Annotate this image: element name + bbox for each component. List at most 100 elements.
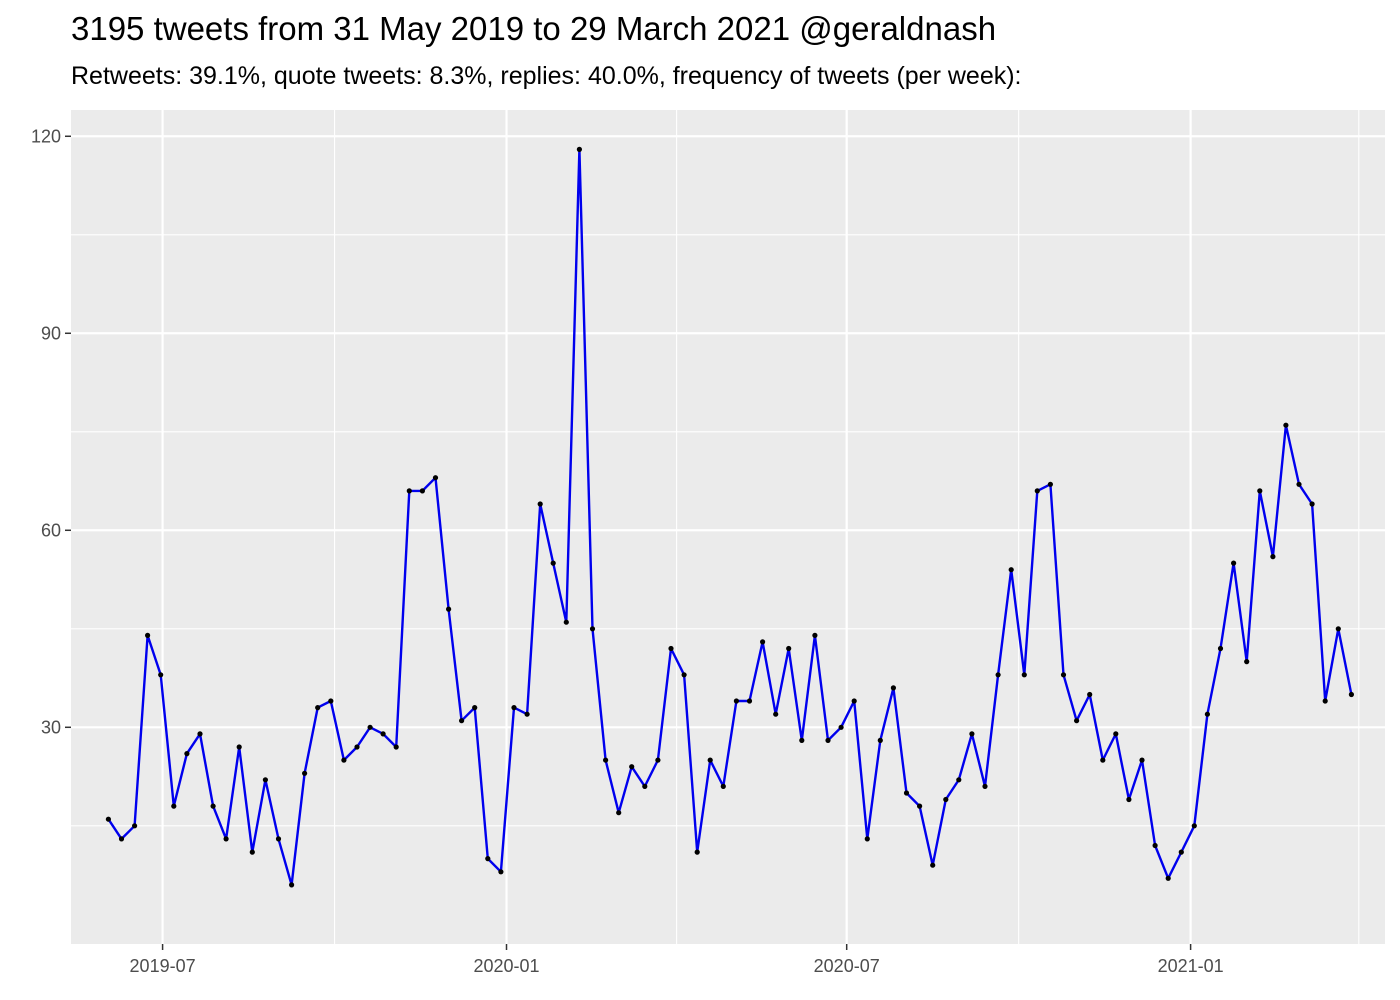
data-point bbox=[969, 731, 975, 737]
y-tick-label: 120 bbox=[31, 126, 61, 146]
data-point bbox=[1034, 488, 1040, 494]
data-point bbox=[681, 672, 687, 678]
data-point bbox=[1217, 645, 1224, 652]
data-point bbox=[655, 757, 661, 763]
data-point bbox=[733, 698, 740, 704]
data-point bbox=[1100, 757, 1106, 763]
data-point bbox=[472, 705, 478, 711]
data-point bbox=[184, 751, 190, 757]
data-point bbox=[341, 757, 347, 763]
data-point bbox=[668, 645, 674, 652]
series-line bbox=[107, 148, 1353, 887]
y-tick-label: 30 bbox=[41, 717, 61, 737]
data-point bbox=[917, 803, 923, 809]
data-point bbox=[1113, 731, 1119, 737]
x-tick-label: 2020-07 bbox=[814, 956, 880, 976]
data-point bbox=[589, 626, 596, 632]
data-point bbox=[210, 803, 216, 809]
data-point bbox=[289, 882, 295, 888]
data-point bbox=[275, 836, 282, 842]
data-point bbox=[367, 724, 373, 730]
data-point bbox=[760, 639, 766, 645]
data-point bbox=[1283, 422, 1289, 428]
data-point bbox=[380, 731, 386, 737]
data-point bbox=[1139, 757, 1145, 763]
data-point bbox=[1165, 875, 1171, 881]
data-point bbox=[158, 672, 164, 678]
data-point bbox=[1322, 698, 1328, 704]
chart-subtitle: Retweets: 39.1%, quote tweets: 8.3%, rep… bbox=[71, 62, 1022, 90]
data-point bbox=[537, 501, 543, 507]
data-point bbox=[707, 757, 713, 763]
data-point bbox=[1244, 659, 1250, 665]
data-point bbox=[1309, 501, 1315, 507]
data-point bbox=[432, 475, 439, 481]
data-point bbox=[1074, 718, 1080, 724]
data-point bbox=[302, 770, 308, 776]
data-point bbox=[943, 796, 949, 803]
plot-panel bbox=[71, 110, 1385, 944]
data-point bbox=[864, 836, 870, 842]
data-point bbox=[485, 856, 491, 862]
data-point bbox=[406, 488, 412, 494]
data-point bbox=[236, 744, 242, 750]
data-point bbox=[720, 783, 726, 790]
data-point bbox=[171, 803, 177, 809]
data-point bbox=[1204, 711, 1210, 717]
data-point bbox=[786, 645, 792, 652]
data-point bbox=[262, 777, 268, 783]
data-point bbox=[694, 849, 700, 855]
data-point bbox=[197, 731, 203, 737]
data-point bbox=[1021, 672, 1027, 678]
data-point bbox=[838, 724, 844, 730]
data-point bbox=[995, 672, 1001, 678]
axes: 30 60 90 120 2019-07 2020-01 2020-07 2021-01 bbox=[31, 126, 1224, 976]
data-point bbox=[603, 757, 609, 763]
data-point bbox=[799, 737, 805, 744]
x-tick-label: 2020-01 bbox=[473, 956, 539, 976]
data-point bbox=[118, 836, 125, 842]
data-point bbox=[877, 737, 883, 744]
data-point bbox=[1335, 626, 1341, 632]
data-point bbox=[812, 632, 818, 639]
data-point bbox=[851, 698, 857, 704]
data-point bbox=[1060, 672, 1067, 678]
y-tick-label: 90 bbox=[41, 323, 61, 343]
data-point bbox=[903, 790, 910, 796]
x-tick-label: 2019-07 bbox=[130, 956, 196, 976]
data-point bbox=[550, 560, 556, 566]
data-point bbox=[315, 705, 321, 711]
data-point bbox=[746, 698, 753, 704]
data-point bbox=[1270, 554, 1276, 560]
data-point bbox=[930, 862, 936, 868]
data-point bbox=[145, 632, 151, 639]
data-point bbox=[1231, 560, 1237, 566]
data-point bbox=[773, 711, 779, 717]
data-point bbox=[629, 764, 635, 770]
data-point bbox=[1191, 823, 1197, 829]
data-point bbox=[511, 705, 517, 711]
data-point bbox=[1152, 842, 1158, 849]
data-point bbox=[354, 744, 360, 750]
data-point bbox=[446, 606, 452, 612]
grid-minor bbox=[71, 110, 1385, 944]
data-point bbox=[563, 619, 569, 625]
data-point bbox=[249, 849, 255, 855]
data-point bbox=[459, 718, 465, 724]
data-point bbox=[642, 783, 648, 790]
data-point bbox=[616, 810, 622, 816]
data-point bbox=[328, 698, 334, 704]
data-point bbox=[1047, 481, 1053, 487]
data-point bbox=[956, 777, 962, 783]
data-point bbox=[223, 836, 229, 842]
data-point bbox=[1008, 567, 1014, 573]
data-series bbox=[105, 146, 1354, 888]
data-point bbox=[890, 685, 897, 691]
data-point bbox=[1348, 691, 1354, 698]
data-point bbox=[419, 488, 425, 494]
data-point bbox=[1296, 481, 1302, 487]
data-point bbox=[105, 816, 111, 822]
data-point bbox=[1257, 488, 1263, 494]
data-point bbox=[132, 823, 138, 829]
